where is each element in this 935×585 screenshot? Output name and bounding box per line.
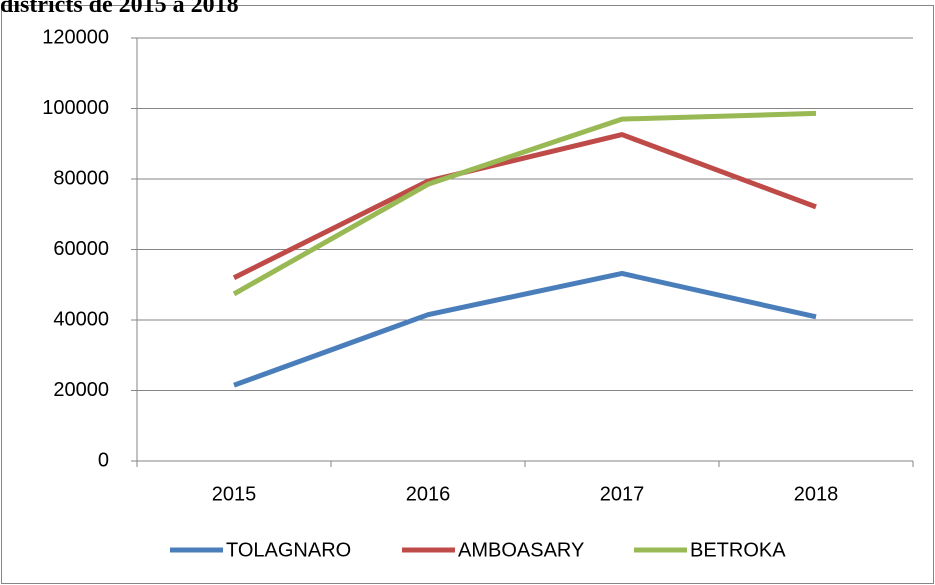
series-line	[232, 110, 817, 297]
x-tick-label: 2017	[600, 483, 645, 505]
x-tick-label: 2015	[212, 483, 257, 505]
y-tick-label: 60000	[53, 238, 109, 260]
y-tick-label: 20000	[53, 379, 109, 401]
y-tick-label: 40000	[53, 308, 109, 330]
chart-frame	[1, 5, 934, 584]
legend-label: AMBOASARY	[458, 539, 584, 561]
x-tick-label: 2018	[794, 483, 839, 505]
y-tick-label: 100000	[42, 97, 109, 119]
legend-label: TOLAGNARO	[226, 539, 351, 561]
x-tick-label: 2016	[406, 483, 451, 505]
series-line	[232, 132, 817, 280]
chart-title: districts de 2015 à 2018	[0, 0, 239, 18]
y-tick-label: 0	[98, 449, 109, 471]
y-tick-label: 80000	[53, 167, 109, 189]
series-line	[233, 270, 817, 388]
legend-label: BETROKA	[690, 539, 786, 561]
y-tick-label: 120000	[42, 26, 109, 48]
